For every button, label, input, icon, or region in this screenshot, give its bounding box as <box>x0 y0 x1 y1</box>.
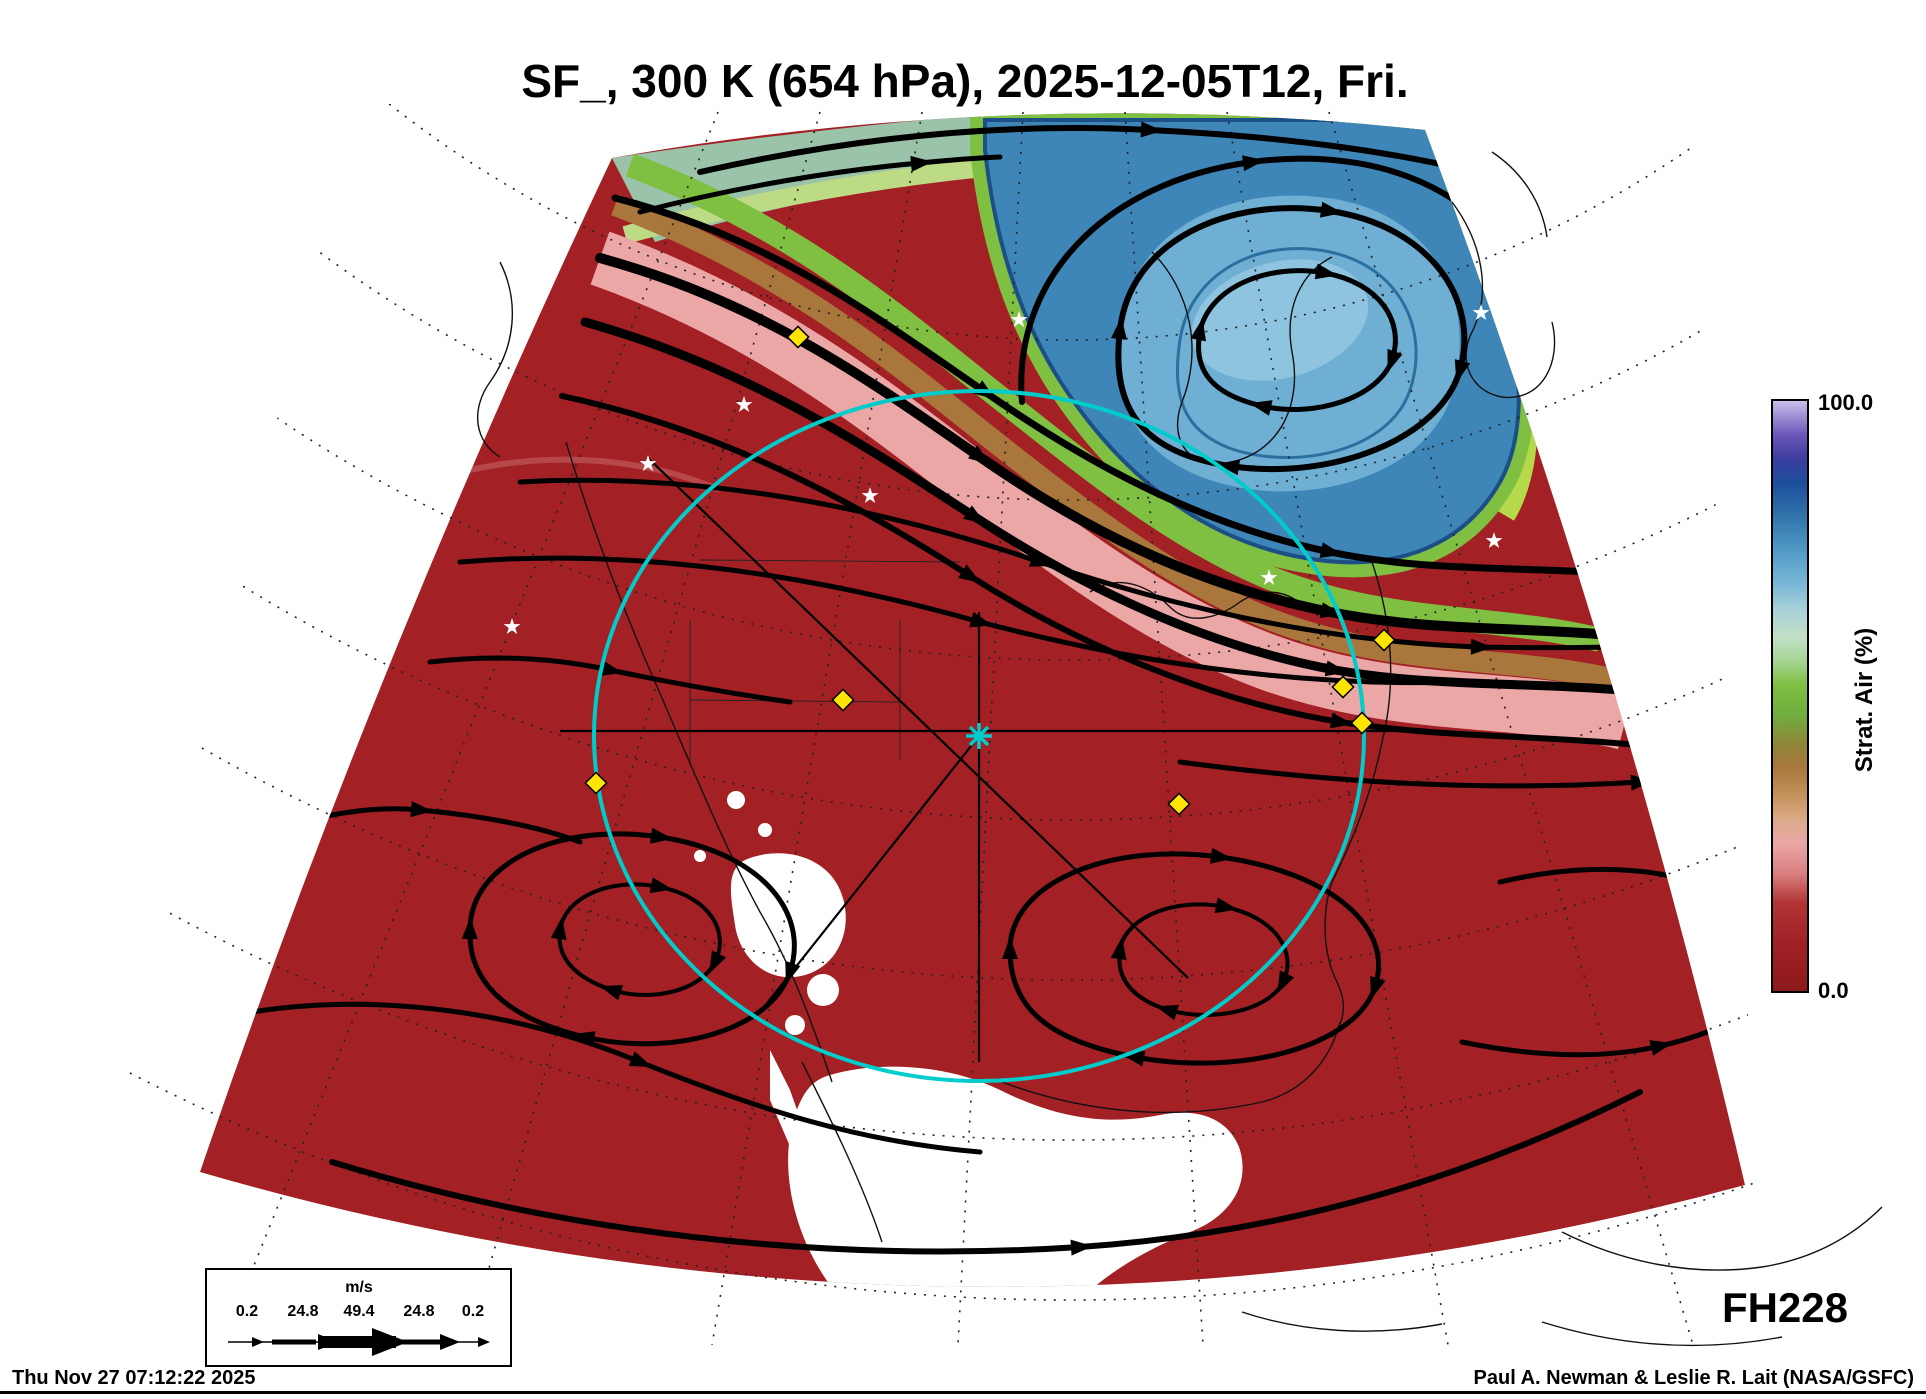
wind-scale-unit: m/s <box>345 1279 373 1296</box>
wind-scale-box <box>205 1268 512 1367</box>
station-diamond-marker <box>1372 628 1396 652</box>
state-border-lines <box>689 559 961 762</box>
wind-scale-value: 49.4 <box>343 1303 374 1320</box>
city-star-marker: ★ <box>1010 310 1027 331</box>
terrain-patch <box>807 974 839 1006</box>
coastline-path <box>476 261 514 458</box>
terrain-patch <box>727 791 745 809</box>
station-diamond-marker <box>1167 792 1191 816</box>
terrain-patch <box>788 1066 1243 1287</box>
streamline-eddy-loop <box>1117 904 1287 1015</box>
city-star-marker: ★ <box>1485 531 1502 552</box>
wind-scale-value: 24.8 <box>287 1303 318 1320</box>
streamline <box>697 121 1503 181</box>
streamline <box>1459 989 1745 1058</box>
streamline <box>297 801 583 845</box>
streamline <box>329 1089 1643 1256</box>
city-star-marker: ★ <box>735 395 752 416</box>
terrain-patch <box>758 823 772 837</box>
forecast-hour-label: FH228 <box>1722 1284 1848 1331</box>
coastline-path <box>1241 1311 1443 1332</box>
streamline-eddy-loop <box>1007 854 1379 1063</box>
coastline-path <box>1491 151 1548 238</box>
colorbar-axis-label: Strat. Air (%) <box>1851 628 1878 772</box>
streamline-vortex-loop <box>1196 271 1396 410</box>
streamline <box>427 655 793 705</box>
colorbar-min-label: 0.0 <box>1818 978 1849 1003</box>
streamline-eddy-loop <box>467 834 794 1044</box>
city-star-marker: ★ <box>503 617 520 638</box>
wind-scale-arrow <box>228 1328 490 1356</box>
streamline-vortex-loop <box>1115 208 1464 469</box>
coastline-path <box>801 1061 883 1243</box>
colorbar: 100.0 0.0 Strat. Air (%) <box>1771 390 1878 1003</box>
streamline <box>637 154 1003 215</box>
city-star-marker: ★ <box>1260 568 1277 589</box>
streamline <box>1177 759 1745 791</box>
colorbar-max-label: 100.0 <box>1818 390 1873 415</box>
city-star-marker: ★ <box>639 454 656 475</box>
colorbar-gradient-bar <box>1771 399 1809 993</box>
station-diamond-marker <box>786 325 810 349</box>
wind-scale-value: 24.8 <box>403 1303 434 1320</box>
station-diamond-marker <box>1350 711 1374 735</box>
cross-section-line <box>759 735 980 1013</box>
terrain-patch <box>785 1015 805 1035</box>
streamline <box>249 1001 983 1155</box>
terrain-patch <box>694 850 706 862</box>
marker-layer: ★ ★ ★ ★ ★ ★ ★ ★ <box>503 303 1503 816</box>
coastline-path <box>1541 1321 1783 1347</box>
city-star-marker: ★ <box>861 486 878 507</box>
station-diamond-marker <box>584 771 608 795</box>
wind-scale-value: 0.2 <box>462 1303 484 1320</box>
wind-scale-legend: m/s 0.2 24.8 49.4 24.8 0.2 <box>205 1268 512 1367</box>
bottom-border-line <box>0 1391 1926 1394</box>
credit-label: Paul A. Newman & Leslie R. Lait (NASA/GS… <box>1474 1367 1914 1389</box>
streamline <box>559 393 1723 760</box>
graticule-meridian <box>221 111 719 1346</box>
streamline-eddy-loop <box>557 884 719 995</box>
station-diamond-marker <box>1331 675 1355 699</box>
graticule-parallel <box>60 104 1770 821</box>
cross-section-lines <box>560 457 1415 1062</box>
generated-timestamp: Thu Nov 27 07:12:22 2025 <box>12 1367 255 1389</box>
cross-section-line <box>647 457 1189 979</box>
plot-title: SF_, 300 K (654 hPa), 2025-12-05T12, Fri… <box>521 55 1408 107</box>
city-star-marker: ★ <box>1472 303 1489 324</box>
pink-filament <box>469 456 722 493</box>
range-circle <box>592 389 1366 1083</box>
station-diamond-marker <box>831 688 855 712</box>
coastline-path <box>1561 1206 1883 1271</box>
graticule-meridian <box>466 111 821 1346</box>
wind-scale-value: 0.2 <box>236 1303 258 1320</box>
graticule-meridian <box>1328 111 1694 1346</box>
center-star-marker <box>966 723 992 749</box>
